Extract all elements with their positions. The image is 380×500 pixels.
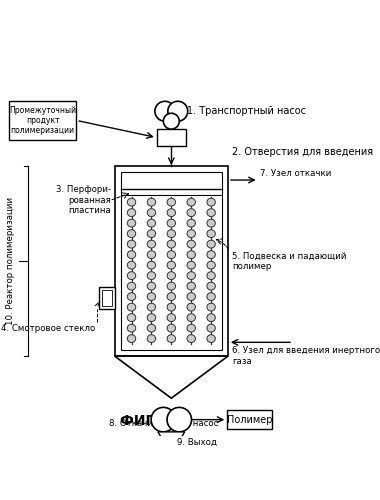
Text: ФИГ. 1: ФИГ. 1: [120, 414, 174, 428]
Ellipse shape: [187, 334, 195, 342]
Ellipse shape: [187, 230, 195, 237]
Text: 9. Выход: 9. Выход: [177, 438, 217, 447]
Text: Полимер: Полимер: [226, 414, 272, 424]
Text: 6. Узел для введения инертного
газа: 6. Узел для введения инертного газа: [232, 346, 380, 366]
Ellipse shape: [207, 292, 215, 300]
Ellipse shape: [187, 219, 195, 227]
Ellipse shape: [207, 219, 215, 227]
Ellipse shape: [127, 261, 136, 269]
Ellipse shape: [207, 272, 215, 280]
Text: 3. Перфори-
рованная
пластина: 3. Перфори- рованная пластина: [56, 186, 111, 215]
Bar: [99, 287, 115, 308]
Ellipse shape: [127, 272, 136, 280]
Ellipse shape: [147, 198, 156, 206]
Text: 10. Реактор полимеризации: 10. Реактор полимеризации: [6, 197, 15, 325]
Ellipse shape: [147, 250, 156, 258]
Text: 8. Откачивающий насос: 8. Откачивающий насос: [109, 419, 219, 428]
Circle shape: [167, 408, 192, 432]
Ellipse shape: [127, 219, 136, 227]
Ellipse shape: [127, 303, 136, 311]
Ellipse shape: [147, 261, 156, 269]
Ellipse shape: [127, 292, 136, 300]
Ellipse shape: [187, 324, 195, 332]
Bar: [227, 410, 272, 429]
Text: 4. Смотровое стекло: 4. Смотровое стекло: [1, 324, 95, 333]
Ellipse shape: [207, 198, 215, 206]
Ellipse shape: [207, 230, 215, 237]
Ellipse shape: [167, 261, 176, 269]
Ellipse shape: [167, 272, 176, 280]
Ellipse shape: [127, 198, 136, 206]
Ellipse shape: [167, 324, 176, 332]
Ellipse shape: [127, 282, 136, 290]
Ellipse shape: [147, 303, 156, 311]
Ellipse shape: [187, 314, 195, 322]
Ellipse shape: [127, 240, 136, 248]
Ellipse shape: [147, 324, 156, 332]
Ellipse shape: [207, 240, 215, 248]
Ellipse shape: [167, 240, 176, 248]
Circle shape: [168, 102, 188, 121]
Circle shape: [151, 408, 176, 432]
Ellipse shape: [147, 292, 156, 300]
Ellipse shape: [187, 250, 195, 258]
Ellipse shape: [167, 219, 176, 227]
Ellipse shape: [207, 334, 215, 342]
Text: 2. Отверстия для введения: 2. Отверстия для введения: [232, 148, 373, 158]
Ellipse shape: [127, 334, 136, 342]
Text: 7. Узел откачки: 7. Узел откачки: [260, 168, 331, 177]
Bar: [102, 290, 112, 306]
Ellipse shape: [147, 240, 156, 248]
Ellipse shape: [207, 208, 215, 216]
Ellipse shape: [207, 324, 215, 332]
Ellipse shape: [187, 303, 195, 311]
Ellipse shape: [187, 208, 195, 216]
Circle shape: [163, 113, 179, 129]
Text: 1. Транспортный насос: 1. Транспортный насос: [187, 106, 306, 116]
Bar: [157, 129, 186, 146]
Ellipse shape: [167, 334, 176, 342]
Text: Промежуточный
продукт
полимеризации: Промежуточный продукт полимеризации: [9, 106, 76, 136]
Ellipse shape: [187, 240, 195, 248]
Circle shape: [155, 102, 175, 121]
Ellipse shape: [127, 250, 136, 258]
Polygon shape: [158, 432, 185, 454]
Ellipse shape: [147, 282, 156, 290]
Ellipse shape: [167, 314, 176, 322]
Polygon shape: [115, 356, 228, 398]
Text: 5. Подвеска и падающий
полимер: 5. Подвеска и падающий полимер: [232, 252, 346, 271]
Ellipse shape: [167, 198, 176, 206]
Ellipse shape: [207, 250, 215, 258]
Ellipse shape: [207, 314, 215, 322]
Ellipse shape: [147, 314, 156, 322]
Bar: [121, 172, 222, 350]
Ellipse shape: [167, 292, 176, 300]
Bar: [9, 100, 76, 140]
Ellipse shape: [127, 208, 136, 216]
Ellipse shape: [167, 303, 176, 311]
Ellipse shape: [187, 272, 195, 280]
Ellipse shape: [147, 334, 156, 342]
Ellipse shape: [147, 208, 156, 216]
Ellipse shape: [207, 261, 215, 269]
Ellipse shape: [167, 250, 176, 258]
Ellipse shape: [167, 282, 176, 290]
Ellipse shape: [167, 230, 176, 237]
Ellipse shape: [167, 208, 176, 216]
Ellipse shape: [127, 230, 136, 237]
Ellipse shape: [147, 219, 156, 227]
Ellipse shape: [147, 230, 156, 237]
Ellipse shape: [187, 292, 195, 300]
Ellipse shape: [187, 261, 195, 269]
Ellipse shape: [187, 198, 195, 206]
Ellipse shape: [127, 324, 136, 332]
Ellipse shape: [187, 282, 195, 290]
Bar: [115, 166, 228, 356]
Ellipse shape: [207, 303, 215, 311]
Ellipse shape: [147, 272, 156, 280]
Ellipse shape: [127, 314, 136, 322]
Ellipse shape: [207, 282, 215, 290]
